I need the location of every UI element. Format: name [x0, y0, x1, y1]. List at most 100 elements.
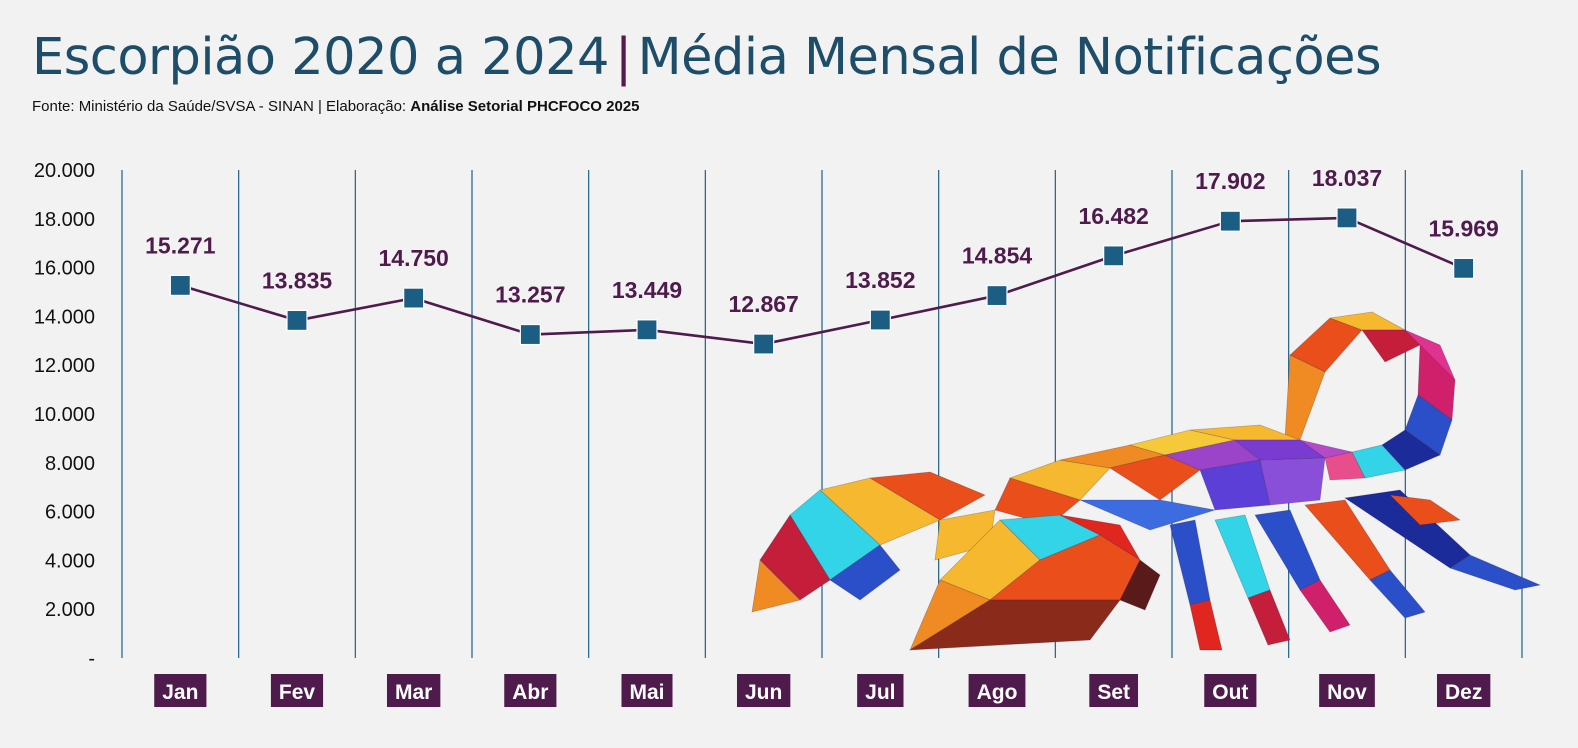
data-labels: 15.271 13.835 14.750 13.257 13.449 12.867 13.8… — [145, 165, 1499, 317]
category-label-background — [857, 674, 904, 707]
category-label-text: Dez — [1445, 681, 1482, 704]
data-label: 13.852 — [845, 267, 915, 293]
y-tick-label: 18.000 — [34, 209, 95, 231]
data-label: 13.257 — [495, 282, 565, 308]
data-label: 15.271 — [145, 232, 216, 258]
category-label: Jan — [154, 674, 207, 707]
source-prefix: Fonte: Ministério da Saúde/SVSA - SINAN … — [32, 98, 411, 115]
category-label: Mai — [621, 674, 673, 707]
source-author: Análise Setorial PHCFOCO 2025 — [410, 98, 640, 115]
data-label: 14.750 — [378, 245, 448, 271]
y-tick-label: 2.000 — [45, 599, 95, 621]
chart-title-sub: Média Mensal de Notificações — [637, 28, 1382, 87]
low-poly-scorpion-image — [751, 311, 1542, 652]
category-label-background — [736, 674, 791, 707]
data-point-marker — [1453, 257, 1475, 279]
y-tick-label: 4.000 — [45, 550, 95, 572]
scorpion-facet — [751, 559, 801, 613]
category-label-background — [504, 674, 557, 707]
data-label: 13.835 — [262, 267, 333, 293]
category-label: Nov — [1319, 674, 1375, 707]
category-label-text: Abr — [512, 681, 548, 704]
y-tick-label: - — [88, 648, 95, 670]
category-label-text: Mai — [629, 681, 664, 704]
data-point-marker — [869, 309, 891, 331]
title-separator: | — [614, 28, 632, 87]
y-axis: - 2.000 4.000 6.000 8.000 10.000 12.000 14.000 1… — [34, 160, 95, 670]
source-note: Fonte: Ministério da Saúde/SVSA - SINAN … — [32, 98, 640, 115]
scorpion-facet — [1214, 514, 1271, 599]
category-label: Abr — [504, 674, 557, 707]
category-label: Jul — [857, 674, 904, 707]
series-line — [179, 216, 1465, 346]
data-point-marker — [1336, 207, 1358, 229]
scorpion-facet — [1169, 519, 1211, 606]
category-label: Mar — [386, 674, 441, 707]
category-label-text: Mar — [395, 681, 432, 704]
scorpion-facet — [1079, 499, 1216, 531]
data-point-marker — [286, 309, 308, 332]
data-label: 14.854 — [962, 243, 1033, 269]
category-label-text: Set — [1097, 681, 1130, 704]
category-label: Ago — [968, 674, 1026, 707]
category-label-text: Ago — [977, 681, 1018, 704]
y-tick-label: 8.000 — [45, 453, 95, 475]
scorpion-facet — [1388, 494, 1462, 526]
y-tick-label: 14.000 — [34, 306, 95, 328]
category-label: Dez — [1436, 674, 1491, 707]
data-label: 17.902 — [1195, 168, 1265, 194]
y-tick-label: 16.000 — [34, 258, 95, 280]
y-tick-label: 12.000 — [34, 355, 95, 377]
data-label: 15.969 — [1428, 215, 1498, 241]
category-label-background — [1436, 674, 1491, 707]
category-label-text: Jun — [745, 681, 782, 704]
category-label-background — [1204, 674, 1257, 707]
category-label-background — [1319, 674, 1375, 707]
data-point-marker — [169, 274, 191, 296]
scorpion-facet — [1247, 589, 1291, 646]
data-point-marker — [636, 319, 658, 341]
category-label-background — [968, 674, 1026, 707]
scorpion-facet — [829, 544, 901, 601]
data-label: 18.037 — [1312, 165, 1382, 191]
data-label: 13.449 — [612, 277, 682, 303]
data-point-marker — [519, 323, 541, 346]
data-label: 12.867 — [728, 291, 798, 317]
scorpion-facet — [1189, 599, 1223, 651]
data-label: 16.482 — [1078, 203, 1148, 229]
category-label-background — [1089, 674, 1139, 707]
category-label-text: Jul — [865, 681, 895, 704]
scorpion-facet — [1299, 439, 1353, 459]
chart-title: Escorpião 2020 a 2024 | Média Mensal de No… — [32, 28, 1382, 87]
data-point-marker — [1103, 245, 1125, 267]
y-tick-label: 10.000 — [34, 404, 95, 426]
category-label: Fev — [270, 674, 324, 707]
y-tick-label: 6.000 — [45, 502, 95, 524]
category-label: Jun — [736, 674, 791, 707]
category-label-text: Out — [1212, 681, 1248, 704]
category-label-background — [621, 674, 673, 707]
scorpion-facet — [1259, 457, 1326, 506]
scorpion-facet — [1299, 579, 1351, 633]
y-tick-label: 20.000 — [34, 160, 95, 182]
scorpion-facet — [1369, 569, 1426, 619]
scorpion-facet — [868, 471, 986, 521]
x-axis: Jan Fev Mar Abr Mai Jun Jul Ago Set Out Nov Dez — [154, 674, 1491, 707]
title-block: Escorpião 2020 a 2024 | Média Mensal de No… — [32, 28, 1382, 87]
category-label: Set — [1089, 674, 1139, 707]
category-label-text: Jan — [162, 681, 198, 704]
scorpion-facet — [1449, 554, 1542, 591]
data-point-marker — [986, 284, 1008, 307]
category-label-text: Fev — [279, 681, 316, 704]
data-point-marker — [1219, 210, 1241, 232]
series-line-group — [179, 216, 1465, 346]
category-label-background — [154, 674, 207, 707]
vertical-gridlines — [121, 170, 1523, 658]
category-label-text: Nov — [1327, 681, 1367, 704]
data-point-marker — [403, 287, 425, 309]
category-label-background — [270, 674, 324, 707]
scorpion-facet — [1119, 559, 1161, 611]
series-markers — [169, 207, 1475, 355]
category-label-background — [386, 674, 441, 707]
